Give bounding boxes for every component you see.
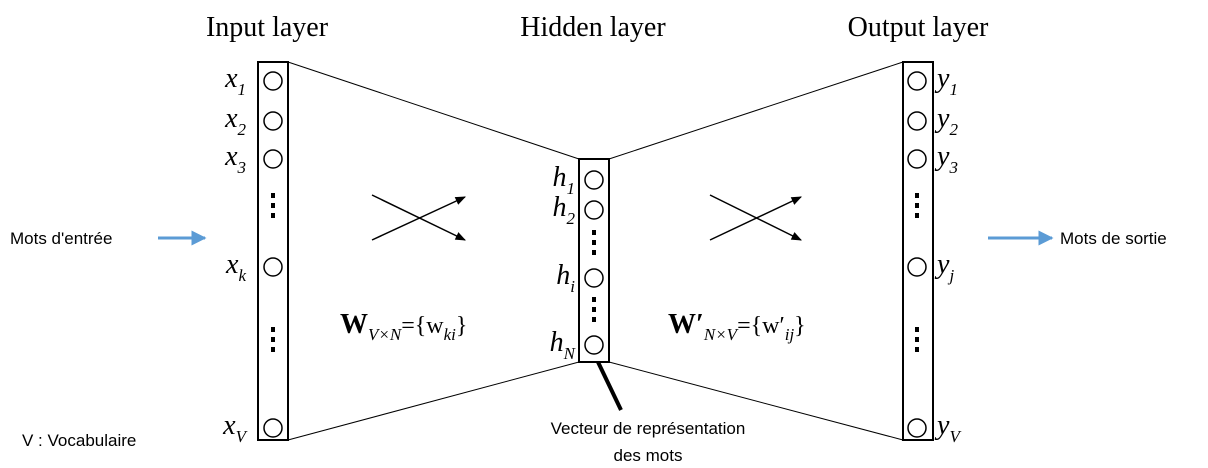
node — [907, 149, 927, 169]
node-label-sub: N — [563, 344, 577, 363]
node-label-base: y — [934, 141, 950, 172]
node — [584, 268, 604, 288]
node — [263, 257, 283, 277]
node-label: y3 — [934, 141, 958, 177]
node — [907, 418, 927, 438]
vocab-note: V : Vocabulaire — [22, 431, 136, 450]
node — [263, 418, 283, 438]
node-label-sub: 2 — [567, 209, 576, 228]
node-label-sub: k — [238, 266, 246, 285]
node-label: h2 — [553, 192, 576, 228]
node-label-base: y — [934, 249, 950, 280]
node — [584, 200, 604, 220]
node — [263, 149, 283, 169]
node-label-sub: V — [236, 427, 249, 446]
node — [263, 111, 283, 131]
node-label: x1 — [224, 63, 246, 99]
hidden-caption: Vecteur de représentation — [551, 419, 746, 438]
node-label-base: y — [934, 63, 950, 94]
node-label: x2 — [224, 103, 246, 139]
hidden-title: Hidden layer — [520, 12, 666, 43]
hidden-caption: des mots — [614, 446, 683, 465]
node-label-sub: 3 — [237, 158, 247, 177]
node-label-base: h — [553, 192, 567, 223]
node-label-base: y — [934, 103, 950, 134]
node-label: yj — [934, 249, 954, 285]
node-label-sub: 2 — [238, 120, 247, 139]
weights-in-formula: WV×N={wki} — [340, 309, 467, 344]
input-title: Input layer — [206, 12, 329, 43]
node-label: x3 — [224, 141, 246, 177]
crossing-arrows — [371, 194, 802, 241]
node-label-sub: V — [949, 427, 962, 446]
weights-out-formula: W′N×V={w′ij} — [668, 309, 806, 344]
ellipsis-dots — [271, 193, 919, 352]
node-label-sub: i — [570, 277, 575, 296]
node-label: xV — [222, 410, 248, 446]
layer-boxes — [257, 61, 934, 441]
connections — [287, 61, 904, 441]
node-label: y2 — [934, 103, 958, 139]
output-title: Output layer — [848, 12, 989, 43]
node-label-sub: j — [947, 266, 954, 285]
node-label-sub: 1 — [238, 80, 247, 99]
input-label: Mots d'entrée — [10, 229, 112, 248]
output-label: Mots de sortie — [1060, 229, 1167, 248]
node-label: xk — [225, 249, 246, 285]
node-label: y1 — [934, 63, 958, 99]
node-label-base: x — [224, 141, 238, 172]
node-label: hN — [550, 327, 577, 363]
node — [907, 71, 927, 91]
node — [263, 71, 283, 91]
node-label-base: x — [222, 410, 236, 441]
node-label-base: x — [224, 103, 238, 134]
node-label-sub: 3 — [948, 158, 958, 177]
node-label-sub: 1 — [949, 80, 958, 99]
caption-pointer — [596, 361, 623, 411]
node-label: yV — [934, 410, 962, 446]
node-label-base: x — [224, 63, 238, 94]
node-label-base: x — [225, 249, 239, 280]
node-label-base: h — [553, 162, 567, 193]
node-label: h1 — [553, 162, 576, 198]
node — [907, 257, 927, 277]
node-label-base: h — [550, 327, 564, 358]
node-label: hi — [556, 260, 575, 296]
node-label-sub: 2 — [949, 120, 958, 139]
node-label-base: y — [934, 410, 950, 441]
node-label-sub: 1 — [567, 179, 576, 198]
node — [584, 335, 604, 355]
node — [584, 170, 604, 190]
node — [907, 111, 927, 131]
node-label-base: h — [556, 260, 570, 291]
